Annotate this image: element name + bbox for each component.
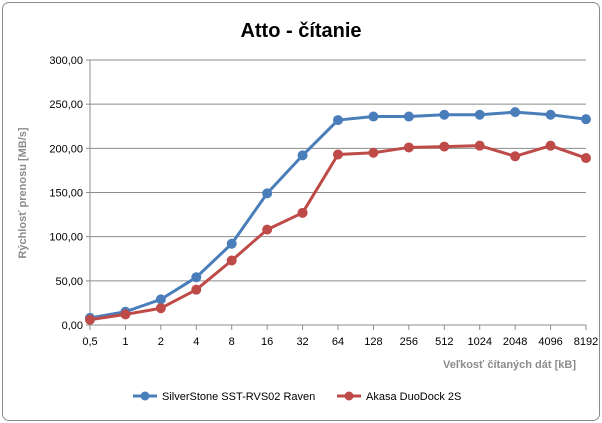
data-point (439, 141, 450, 152)
axes (89, 60, 587, 330)
legend-label: SilverStone SST-RVS02 Raven (162, 391, 315, 403)
series-line (88, 110, 588, 320)
x-tick-label: 256 (400, 336, 418, 348)
data-point (474, 140, 485, 151)
x-tick-label: 0,5 (82, 336, 97, 348)
y-tick-label: 0,00 (62, 320, 83, 332)
data-point (262, 188, 273, 199)
y-tick-label: 300,00 (49, 55, 83, 67)
x-tick-label: 1024 (467, 336, 491, 348)
x-tick-label: 1 (122, 336, 128, 348)
y-tick-label: 100,00 (49, 232, 83, 244)
x-tick-label: 16 (261, 336, 273, 348)
data-point (439, 109, 450, 120)
x-tick-label: 512 (435, 336, 453, 348)
data-point (545, 109, 556, 120)
legend-marker (140, 391, 150, 401)
data-point (403, 111, 414, 122)
chart-title: Atto - čítanie (240, 20, 361, 42)
data-point (297, 207, 308, 218)
x-tick-label: 2 (158, 336, 164, 348)
data-point (120, 309, 131, 320)
data-point (368, 147, 379, 158)
x-tick-label: 8 (229, 336, 235, 348)
data-point (545, 140, 556, 151)
legend: SilverStone SST-RVS02 Raven Akasa DuoDock… (133, 391, 461, 403)
legend-item: SilverStone SST-RVS02 Raven (133, 391, 315, 403)
y-tick-label: 150,00 (49, 188, 83, 200)
x-tick-label: 64 (332, 336, 344, 348)
y-tick-label: 250,00 (49, 99, 83, 111)
x-tick-label: 128 (364, 336, 382, 348)
data-point (226, 238, 237, 249)
y-tick-label: 200,00 (49, 143, 83, 155)
x-tick-labels: 0,5 1 2 4 8 16 32 64 128 256 512 1024 2048 4096 8192 (82, 336, 598, 348)
data-point (155, 303, 166, 314)
y-axis-label: Rýchlosť prenosu [MB/s] (17, 127, 29, 259)
y-tick-labels: 0,00 50,00 100,00 150,00 200,00 250,00 300,00 (49, 55, 83, 332)
series-2 (85, 140, 591, 325)
x-tick-label: 2048 (503, 336, 527, 348)
x-tick-label: 4096 (538, 336, 562, 348)
x-axis-label: Veľkosť čítaných dát [kB] (443, 359, 576, 371)
data-point (226, 255, 237, 266)
data-point (262, 224, 273, 235)
data-point (368, 111, 379, 122)
legend-marker (344, 391, 354, 401)
y-tick-label: 50,00 (55, 276, 83, 288)
x-tick-label: 32 (296, 336, 308, 348)
data-point (155, 294, 166, 305)
x-tick-label: 8192 (574, 336, 598, 348)
legend-label: Akasa DuoDock 2S (366, 391, 461, 403)
data-point (191, 284, 202, 295)
data-point (403, 142, 414, 153)
data-point (510, 151, 521, 162)
x-tick-label: 4 (193, 336, 199, 348)
data-point (581, 153, 591, 164)
data-point (510, 107, 521, 118)
data-point (85, 314, 95, 325)
data-point (333, 149, 343, 160)
data-point (297, 150, 308, 161)
data-point (333, 115, 343, 126)
series-group (85, 107, 591, 325)
series-1 (85, 107, 591, 323)
gridlines (86, 59, 586, 326)
legend-item: Akasa DuoDock 2S (337, 391, 461, 403)
data-point (581, 114, 591, 125)
data-point (474, 109, 485, 120)
data-point (191, 272, 202, 283)
series-line (88, 144, 588, 322)
